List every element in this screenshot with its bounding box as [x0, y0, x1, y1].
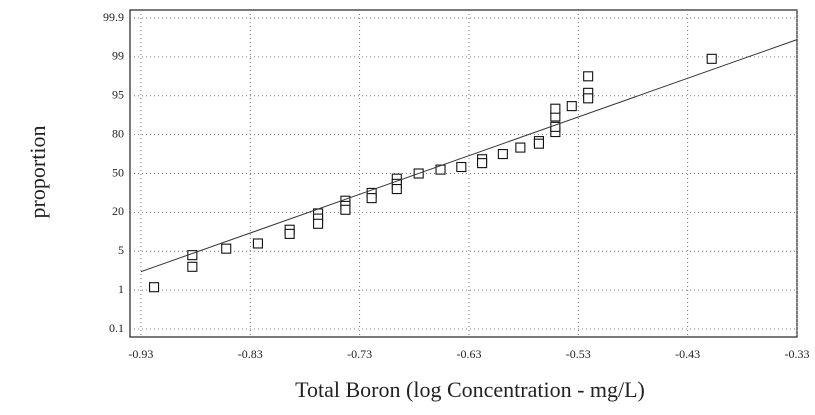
- data-point: [566, 101, 577, 112]
- x-tick-label: -0.43: [675, 347, 700, 361]
- data-point: [149, 282, 160, 293]
- data-point: [533, 138, 544, 149]
- data-point: [435, 164, 446, 175]
- data-point: [391, 184, 402, 195]
- fit-line: [140, 39, 798, 273]
- data-point: [583, 93, 594, 104]
- x-axis-title: Total Boron (log Concentration - mg/L): [295, 377, 645, 402]
- x-tick-label: -0.33: [785, 347, 810, 361]
- data-point: [252, 238, 263, 249]
- y-tick-label: 50: [112, 165, 124, 179]
- data-point: [550, 103, 561, 114]
- y-tick-label: 95: [112, 88, 124, 102]
- y-tick-label: 1: [118, 282, 124, 296]
- data-point: [477, 158, 488, 169]
- data-point: [284, 228, 295, 239]
- x-tick-label: -0.83: [238, 347, 263, 361]
- y-tick-label: 80: [112, 126, 124, 140]
- x-tick-label: -0.73: [347, 347, 372, 361]
- y-axis-title: proportion: [25, 126, 50, 219]
- data-point: [515, 142, 526, 153]
- y-tick-label: 5: [118, 243, 124, 257]
- data-point: [497, 149, 508, 160]
- data-point: [187, 261, 198, 272]
- x-tick-label: -0.53: [566, 347, 591, 361]
- data-point: [706, 53, 717, 64]
- data-point: [313, 218, 324, 229]
- x-tick-label: -0.93: [128, 347, 153, 361]
- y-tick-label: 99.9: [103, 10, 124, 24]
- y-tick-label: 20: [112, 204, 124, 218]
- data-point: [340, 204, 351, 215]
- data-point: [456, 161, 467, 173]
- data-point: [221, 243, 232, 254]
- y-tick-label: 99: [112, 49, 124, 63]
- data-point: [583, 71, 594, 82]
- x-tick-label: -0.63: [456, 347, 481, 361]
- y-tick-label: 0.1: [109, 321, 124, 335]
- data-point: [366, 193, 377, 204]
